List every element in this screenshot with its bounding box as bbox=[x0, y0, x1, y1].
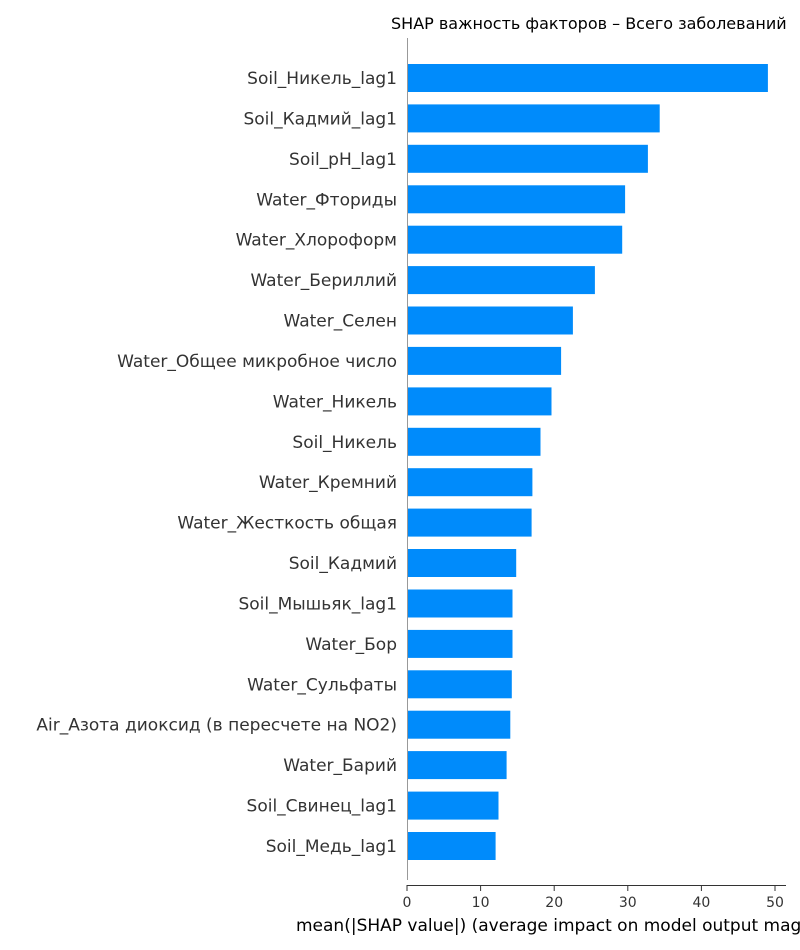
category-label: Water_Общее микробное число bbox=[117, 352, 397, 372]
bar bbox=[408, 104, 660, 133]
category-label: Water_Фториды bbox=[256, 190, 397, 210]
bar bbox=[408, 670, 512, 699]
category-labels-group: Soil_Никель_lag1 Soil_Кадмий_lag1 Soil_pH_… bbox=[36, 69, 397, 857]
x-tick-label: 10 bbox=[472, 895, 490, 911]
bar bbox=[408, 549, 517, 577]
bar bbox=[408, 64, 768, 92]
bar bbox=[408, 751, 507, 780]
category-label: Soil_Медь_lag1 bbox=[266, 837, 397, 857]
x-tick-label: 20 bbox=[545, 895, 563, 911]
bar bbox=[408, 710, 511, 739]
x-tick-label: 30 bbox=[619, 895, 637, 911]
category-label: Water_Кремний bbox=[259, 473, 397, 493]
x-tick-label: 0 bbox=[403, 895, 412, 911]
x-tick-label: 50 bbox=[766, 895, 784, 911]
bar bbox=[408, 427, 541, 456]
category-label: Soil_Кадмий_lag1 bbox=[243, 109, 397, 129]
bar bbox=[408, 589, 513, 618]
category-label: Water_Никель bbox=[273, 392, 397, 412]
bars-group bbox=[408, 64, 768, 860]
bar bbox=[408, 629, 513, 658]
category-label: Water_Сульфаты bbox=[247, 675, 397, 695]
category-label: Water_Жесткость общая bbox=[177, 514, 397, 534]
category-label: Air_Азота диоксид (в пересчете на NO2) bbox=[36, 716, 397, 736]
chart-title: SHAP важность факторов – Всего заболеван… bbox=[391, 14, 787, 33]
category-label: Soil_Мышьяк_lag1 bbox=[238, 595, 397, 615]
category-label: Water_Бор bbox=[305, 635, 397, 655]
category-label: Soil_Свинец_lag1 bbox=[247, 797, 397, 817]
category-label: Water_Хлороформ bbox=[236, 231, 397, 251]
x-ticks-group: 0 10 20 30 40 50 bbox=[403, 885, 784, 911]
category-label: Soil_Никель bbox=[292, 433, 397, 453]
bar bbox=[408, 508, 532, 537]
bar bbox=[408, 306, 573, 335]
bar bbox=[408, 791, 499, 820]
x-tick-label: 40 bbox=[692, 895, 710, 911]
category-label: Water_Селен bbox=[283, 312, 397, 332]
bar bbox=[408, 266, 595, 295]
bar bbox=[408, 387, 552, 416]
bar bbox=[408, 468, 533, 497]
category-label: Water_Барий bbox=[283, 756, 397, 776]
x-axis-label: mean(|SHAP value|) (average impact on mo… bbox=[296, 916, 800, 936]
bar bbox=[408, 346, 562, 375]
bar bbox=[408, 225, 623, 254]
bar bbox=[408, 185, 626, 214]
category-label: Water_Бериллий bbox=[250, 271, 397, 291]
category-label: Soil_Кадмий bbox=[289, 554, 397, 574]
category-label: Soil_pH_lag1 bbox=[289, 150, 397, 170]
bar bbox=[408, 832, 496, 860]
bar bbox=[408, 144, 648, 173]
category-label: Soil_Никель_lag1 bbox=[247, 69, 397, 89]
